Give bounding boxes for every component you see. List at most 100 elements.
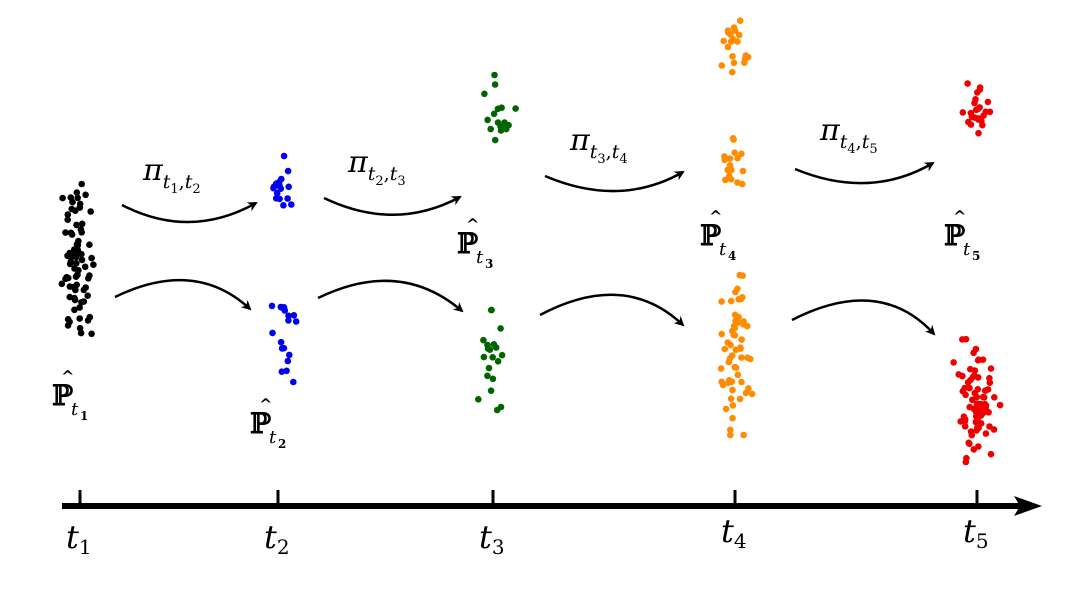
sample-point [475, 396, 482, 403]
transport-label-1: πt1,t2 [142, 153, 201, 197]
sample-point [968, 431, 976, 439]
sample-point [73, 221, 80, 229]
sample-point [731, 311, 739, 319]
sample-point [977, 412, 985, 419]
sample-point [974, 386, 982, 393]
sample-point [729, 402, 737, 409]
sample-point [741, 59, 748, 66]
sample-point [991, 394, 998, 401]
sample-point [73, 281, 80, 289]
sample-point [272, 195, 280, 202]
distribution-labels: ^ ℙ t 1 ^ ℙ t 2 ^ ℙ t 3 ^ ℙ t 4 ^ ℙ t 5 [52, 207, 980, 451]
sample-point [484, 341, 491, 349]
sample-point [502, 125, 510, 133]
sample-point [74, 194, 81, 202]
sample-point [268, 302, 276, 310]
sample-point [71, 306, 78, 314]
sample-point [977, 400, 985, 408]
sample-point [961, 423, 969, 430]
sample-point [967, 365, 974, 373]
svg-text:^: ^ [259, 395, 272, 414]
sample-point [286, 351, 293, 359]
sample-point [62, 275, 69, 283]
svg-text:^: ^ [61, 367, 74, 386]
sample-point [978, 117, 985, 125]
sample-point [967, 376, 974, 384]
sample-point [740, 318, 747, 325]
sample-point [729, 414, 736, 422]
sample-point [974, 374, 982, 381]
sample-point [278, 304, 286, 312]
sample-point [88, 330, 95, 338]
sample-point [727, 395, 735, 403]
sample-point [986, 423, 993, 430]
time-axis: t1 t2 t3 t4 t5 [62, 490, 1042, 559]
sample-point [972, 413, 980, 420]
sample-point [982, 402, 990, 409]
sample-point [280, 344, 288, 352]
sample-point [729, 35, 737, 43]
sample-point [966, 440, 973, 448]
tick-label-4: t4 [721, 512, 747, 553]
sample-point [730, 59, 738, 67]
sample-point [278, 175, 285, 183]
sample-point [986, 374, 993, 382]
sample-point [959, 109, 967, 116]
sample-point [82, 191, 89, 199]
sample-point [970, 446, 978, 453]
lower-arrows [114, 278, 936, 336]
sample-point [986, 108, 994, 116]
sample-point [736, 271, 744, 279]
sample-point [984, 98, 992, 106]
svg-text:ℙ: ℙ [52, 379, 73, 412]
arrow-upper-3 [544, 170, 685, 193]
sample-point [724, 43, 732, 51]
sample-point [727, 426, 734, 434]
sample-point [728, 352, 736, 359]
sample-point [58, 280, 66, 288]
sample-point [731, 149, 738, 156]
sample-point [64, 211, 72, 218]
sample-point [488, 306, 495, 314]
sample-point [277, 185, 285, 192]
sample-point [975, 129, 982, 137]
sample-point [726, 155, 734, 162]
sample-point [71, 296, 79, 304]
sample-point [729, 53, 736, 60]
sample-point [497, 127, 505, 134]
sample-point [718, 378, 725, 386]
sample-point [487, 387, 495, 395]
svg-text:ℙ: ℙ [250, 407, 271, 440]
sample-point [980, 394, 988, 401]
svg-text:t: t [71, 399, 79, 420]
sample-point [285, 312, 292, 320]
sample-point [982, 430, 990, 437]
transport-labels: πt1,t2 πt2,t3 πt3,t4 πt4,t5 [142, 113, 878, 197]
sample-point [86, 272, 93, 279]
sample-point [78, 220, 86, 228]
sample-point [76, 324, 84, 332]
sample-point [76, 304, 83, 311]
sample-point [277, 338, 285, 346]
sample-point [480, 353, 488, 361]
sample-point [270, 183, 278, 191]
sample-point [996, 401, 1004, 409]
sample-point [987, 365, 995, 372]
sample-point [284, 167, 292, 175]
sample-point [975, 424, 982, 432]
sample-point [81, 263, 89, 271]
sample-point [269, 329, 276, 337]
sample-point [484, 372, 491, 380]
tick-label-1: t1 [66, 518, 92, 559]
sample-point [738, 354, 745, 361]
sample-point [961, 384, 969, 392]
sample-point [980, 112, 987, 119]
sample-point [78, 229, 85, 236]
sample-point [727, 341, 734, 349]
point-clouds [58, 17, 1004, 466]
sample-point [718, 298, 725, 305]
sample-point [962, 458, 970, 466]
tick-label-5: t5 [963, 512, 989, 553]
arrow-lower-4 [791, 299, 936, 336]
